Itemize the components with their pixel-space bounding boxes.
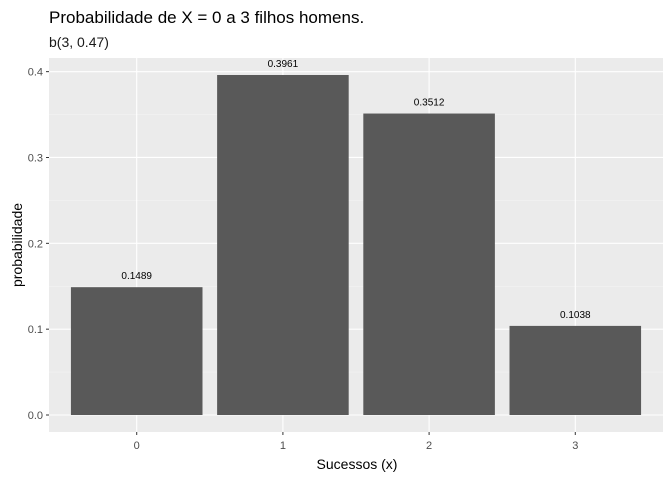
data-label-3: 0.1038 xyxy=(560,310,591,321)
x-tick-label: 0 xyxy=(134,440,140,452)
y-tick-label: 0.4 xyxy=(28,67,43,79)
y-tick-label: 0.2 xyxy=(28,238,43,250)
chart-title: Probabilidade de X = 0 a 3 filhos homens… xyxy=(49,8,364,27)
x-axis-title: Sucessos (x) xyxy=(317,456,398,472)
bar-2 xyxy=(363,113,495,416)
data-label-2: 0.3512 xyxy=(414,98,445,109)
x-tick-label: 3 xyxy=(572,440,578,452)
y-tick-label: 0.1 xyxy=(28,324,43,336)
bar-0 xyxy=(70,287,203,416)
data-label-1: 0.3961 xyxy=(268,59,299,70)
y-axis-title: probabilidade xyxy=(9,203,25,287)
data-labels: 0.1489 0.3961 0.3512 0.1038 xyxy=(121,59,591,321)
data-label-0: 0.1489 xyxy=(121,271,152,282)
y-tick-label: 0.0 xyxy=(28,410,43,422)
bar-1 xyxy=(217,74,349,416)
chart-subtitle: b(3, 0.47) xyxy=(49,34,109,50)
x-tick-label: 2 xyxy=(426,440,432,452)
bars xyxy=(70,74,642,416)
y-axis: 0.0 0.1 0.2 0.3 0.4 xyxy=(28,67,49,422)
bar-3 xyxy=(509,325,642,416)
y-tick-label: 0.3 xyxy=(28,152,43,164)
x-tick-label: 1 xyxy=(280,440,286,452)
x-axis: 0 1 2 3 xyxy=(134,432,578,452)
